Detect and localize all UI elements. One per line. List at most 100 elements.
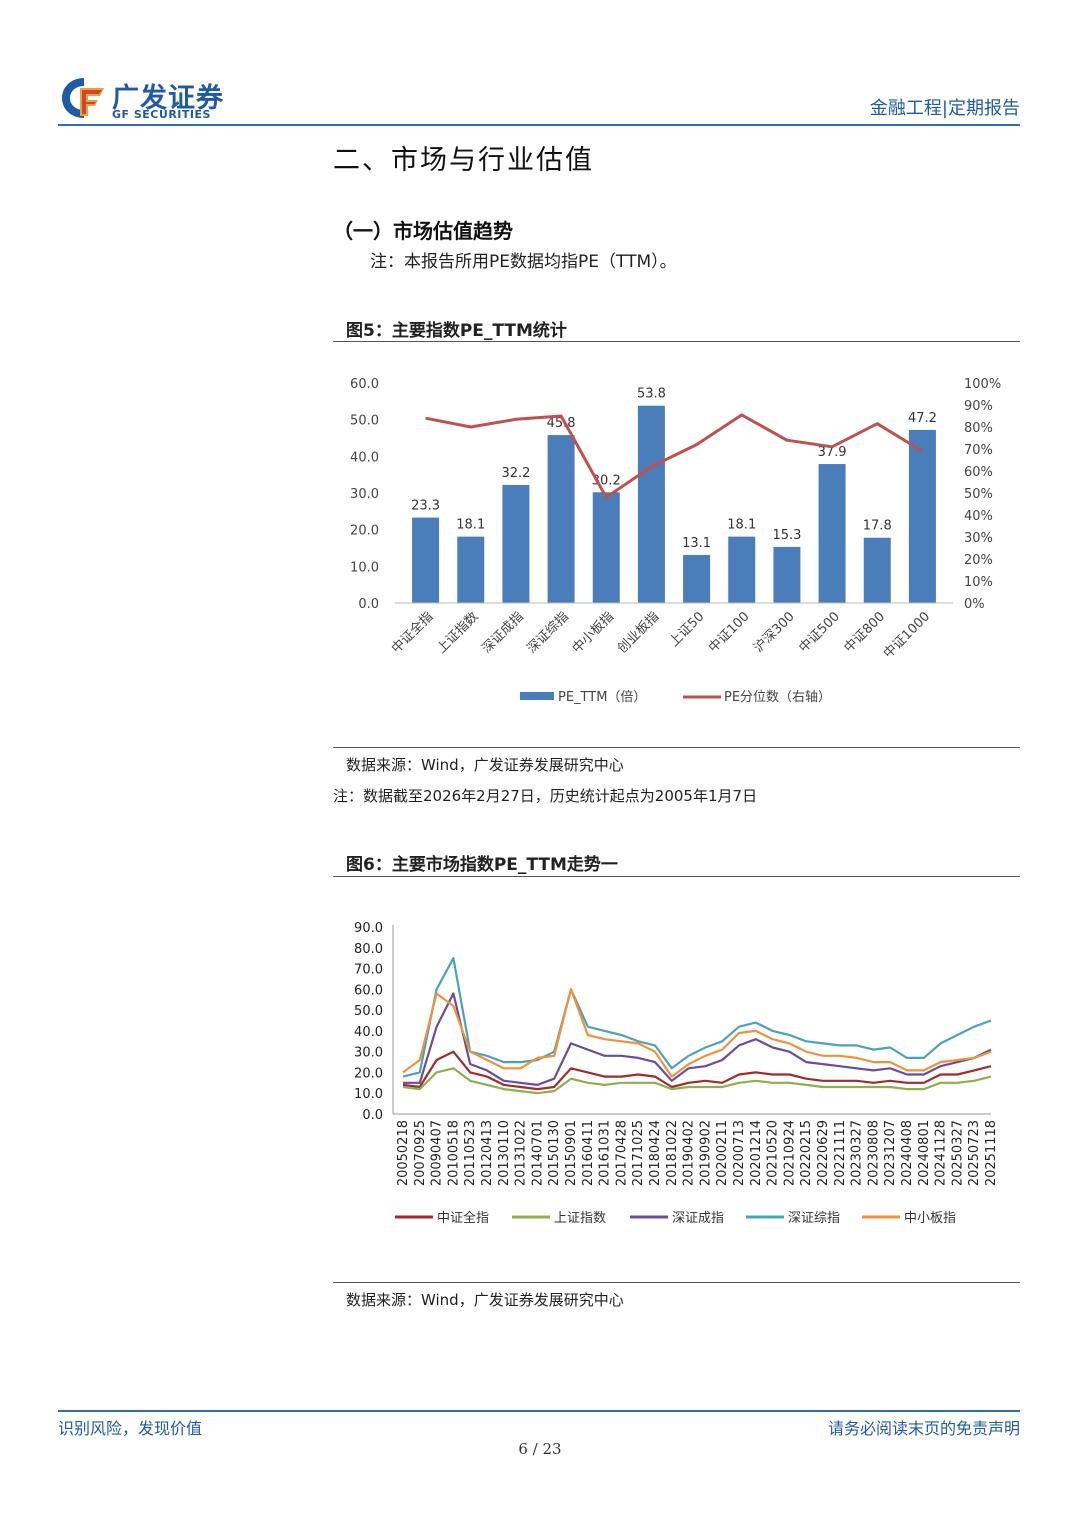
figure6-title: 图6：主要市场指数PE_TTM走势一 [346, 855, 618, 875]
x-tick-label: 深证成指 [479, 609, 526, 656]
x-tick-label: 20201214 [749, 1120, 764, 1186]
bar [457, 536, 485, 603]
x-tick-label: 20231207 [883, 1120, 898, 1186]
footer-divider [58, 1410, 1020, 1412]
legend-label: 上证指数 [554, 1211, 606, 1226]
logo: 广发证券 GF SECURITIES [58, 74, 258, 122]
figure6-bottom-rule [333, 1282, 1020, 1283]
logo-text-en: GF SECURITIES [112, 108, 211, 121]
y-right-tick-label: 30% [964, 531, 993, 546]
legend-swatch-bar [520, 692, 554, 700]
y-tick-label: 60.0 [354, 983, 383, 998]
bar [683, 554, 711, 603]
y-tick-label: 80.0 [354, 942, 383, 957]
y-left-tick-label: 0.0 [358, 597, 379, 612]
y-right-tick-label: 10% [964, 575, 993, 590]
legend-label: 深证综指 [788, 1211, 840, 1226]
bar [863, 537, 891, 603]
figure5-top-rule [333, 341, 1020, 342]
x-tick-label: 20170428 [614, 1120, 629, 1186]
y-right-tick-label: 0% [964, 597, 985, 612]
x-tick-label: 上证指数 [434, 609, 481, 656]
legend-label: 中小板指 [904, 1211, 956, 1226]
x-tick-label: 20171025 [631, 1120, 646, 1186]
y-tick-label: 40.0 [354, 1025, 383, 1040]
bar [773, 546, 801, 603]
x-tick-label: 20220215 [799, 1120, 814, 1186]
bar [547, 435, 575, 603]
x-tick-label: 20120413 [480, 1120, 495, 1186]
x-tick-label: 20090407 [430, 1120, 445, 1186]
y-right-tick-label: 40% [964, 509, 993, 524]
y-tick-label: 50.0 [354, 1004, 383, 1019]
y-right-tick-label: 90% [964, 399, 993, 414]
x-tick-label: 20100518 [446, 1120, 461, 1186]
x-tick-label: 20240801 [917, 1120, 932, 1186]
y-right-tick-label: 70% [964, 443, 993, 458]
x-tick-label: 沪深300 [750, 609, 797, 656]
figure5-footnote: 注：数据截至2026年2月27日，历史统计起点为2005年1月7日 [333, 787, 758, 805]
legend-label: 中证全指 [437, 1210, 489, 1226]
figure5-source: 数据来源：Wind，广发证券发展研究中心 [346, 756, 624, 774]
x-tick-label: 20250327 [950, 1120, 965, 1186]
bar [592, 492, 620, 603]
x-tick-label: 深证综指 [525, 609, 572, 656]
figure5-bottom-rule [333, 747, 1020, 748]
x-tick-label: 20230327 [850, 1120, 865, 1186]
figure6-source: 数据来源：Wind，广发证券发展研究中心 [346, 1291, 624, 1309]
x-tick-label: 20150130 [547, 1120, 562, 1186]
figure5-title: 图5：主要指数PE_TTM统计 [346, 321, 567, 341]
x-tick-label: 20140701 [530, 1120, 545, 1186]
y-right-tick-label: 60% [964, 465, 993, 480]
legend-label-bar: PE_TTM（倍） [558, 690, 646, 705]
logo-text-cn: 广发证券 [112, 83, 224, 114]
gf-logo-icon [62, 78, 104, 118]
x-tick-label: 20130110 [497, 1120, 512, 1186]
x-tick-label: 中小板指 [570, 609, 617, 656]
x-tick-label: 20241128 [934, 1120, 949, 1186]
y-left-tick-label: 50.0 [350, 414, 379, 429]
x-tick-label: 20110523 [463, 1120, 478, 1186]
x-tick-label: 20050218 [396, 1120, 411, 1186]
figure6-chart: 0.0 10.0 20.0 30.0 40.0 50.0 60.0 70.0 80.0 90.0 2… [354, 921, 999, 1226]
x-tick-label: 20190902 [698, 1120, 713, 1186]
footer-disclaimer: 请务必阅读末页的免责声明 [827, 1419, 1020, 1438]
bar-value-label: 47.2 [908, 411, 937, 426]
x-tick-label: 20181022 [665, 1120, 680, 1186]
x-tick-label: 20210924 [782, 1120, 797, 1186]
section-note: 注：本报告所用PE数据均指PE（TTM）。 [370, 252, 677, 272]
bar [637, 405, 665, 603]
section-title: 二、市场与行业估值 [333, 145, 594, 176]
header-divider [58, 124, 1020, 126]
x-tick-label: 20250723 [967, 1120, 982, 1186]
legend-label: 深证成指 [672, 1211, 724, 1226]
x-tick-label: 20160411 [581, 1120, 596, 1186]
x-tick-label: 中证100 [706, 609, 753, 656]
bar [502, 484, 530, 603]
bar-value-label: 13.1 [682, 536, 711, 551]
footer-slogan: 识别风险，发现价值 [58, 1419, 203, 1438]
y-left-tick-label: 40.0 [350, 450, 379, 465]
bar-value-label: 18.1 [727, 518, 756, 533]
x-tick-label: 创业板指 [615, 609, 662, 656]
x-tick-label: 中证800 [842, 609, 889, 656]
y-tick-label: 10.0 [354, 1087, 383, 1102]
series-line [402, 957, 992, 1078]
bar-value-label: 23.3 [411, 499, 440, 514]
x-tick-label: 中证1000 [881, 609, 933, 661]
x-tick-label: 20131022 [514, 1120, 529, 1186]
y-right-tick-label: 100% [964, 377, 1001, 392]
figure5-chart: 0.0 10.0 20.0 30.0 40.0 50.0 60.0 0% 10% 20% 30% 40… [350, 377, 1001, 705]
x-tick-label: 20070925 [413, 1120, 428, 1186]
x-tick-label: 20220629 [816, 1120, 831, 1186]
y-tick-label: 90.0 [354, 921, 383, 936]
y-right-tick-label: 50% [964, 487, 993, 502]
bar-value-label: 15.3 [772, 528, 801, 543]
x-tick-label: 上证50 [667, 609, 708, 650]
x-tick-label: 20221111 [833, 1120, 848, 1186]
y-tick-label: 20.0 [354, 1066, 383, 1081]
y-tick-label: 30.0 [354, 1046, 383, 1061]
x-tick-label: 20251118 [984, 1120, 999, 1186]
y-left-tick-label: 60.0 [350, 377, 379, 392]
x-tick-label: 20161031 [598, 1120, 613, 1186]
